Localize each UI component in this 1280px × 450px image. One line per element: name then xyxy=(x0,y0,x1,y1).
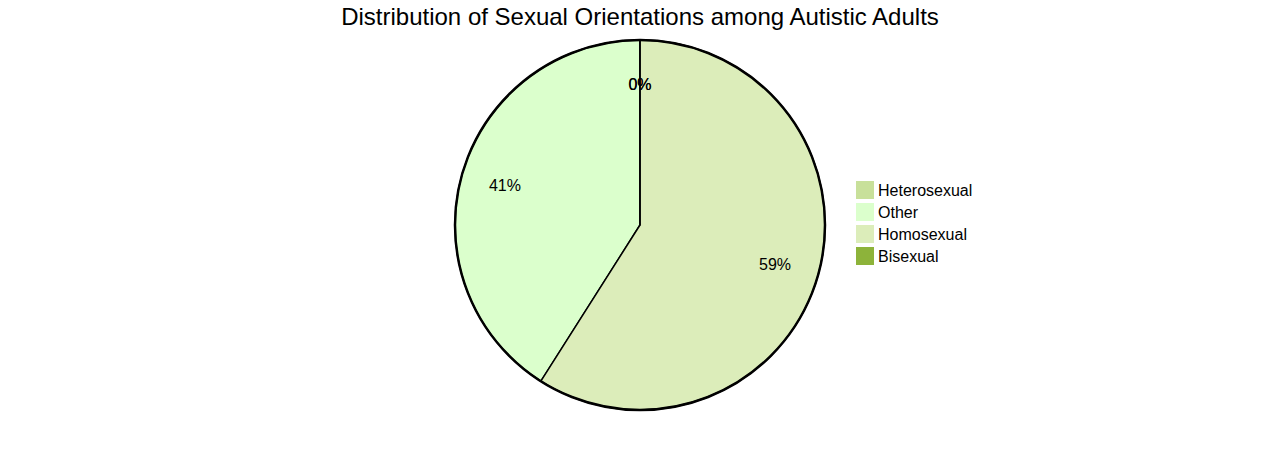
svg-text:41%: 41% xyxy=(489,177,521,194)
svg-text:Heterosexual: Heterosexual xyxy=(878,182,972,199)
svg-text:Homosexual: Homosexual xyxy=(878,226,967,243)
svg-text:Distribution of Sexual Orienta: Distribution of Sexual Orientations amon… xyxy=(341,3,939,30)
svg-text:Bisexual: Bisexual xyxy=(878,248,938,265)
svg-text:59%: 59% xyxy=(759,256,791,273)
svg-text:Other: Other xyxy=(878,204,919,221)
svg-text:0%: 0% xyxy=(628,76,651,93)
svg-text:0%: 0% xyxy=(628,76,651,93)
